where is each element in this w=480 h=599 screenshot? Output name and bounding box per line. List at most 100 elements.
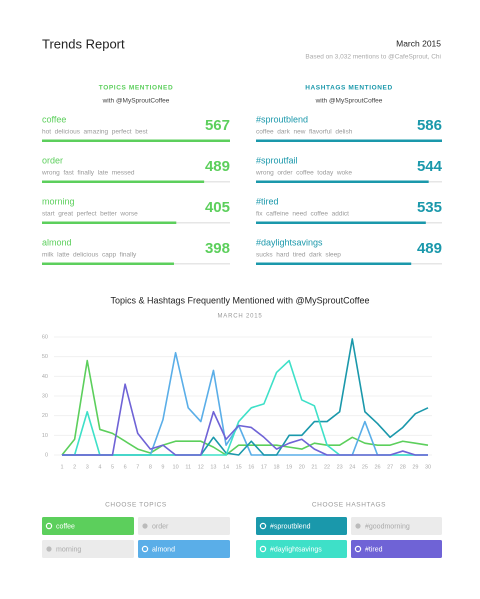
item-count: 398	[205, 240, 230, 257]
x-tick-label: 24	[349, 464, 355, 470]
picker-button[interactable]	[256, 540, 347, 558]
x-tick-label: 5	[111, 464, 114, 470]
y-tick-label: 0	[45, 452, 48, 458]
item-count: 535	[417, 199, 442, 216]
panel-title: TOPICS MENTIONED	[99, 85, 174, 92]
picker-dot[interactable]	[259, 522, 267, 530]
item-name: #sproutblend	[256, 114, 308, 124]
y-tick-label: 30	[42, 393, 48, 399]
x-tick-label: 18	[273, 464, 279, 470]
item-count: 405	[205, 199, 230, 216]
x-tick-label: 12	[198, 464, 204, 470]
item-name: #daylightsavings	[256, 237, 323, 247]
x-tick-label: 7	[136, 464, 139, 470]
item-count: 586	[417, 117, 442, 134]
picker-button[interactable]	[351, 517, 442, 535]
item-words: milk latte delicious capp finally	[42, 252, 137, 259]
x-tick-label: 10	[173, 464, 179, 470]
picker-dot[interactable]	[141, 545, 149, 553]
x-tick-label: 4	[98, 464, 101, 470]
x-tick-label: 19	[286, 464, 292, 470]
item-name: almond	[42, 237, 72, 247]
item-words: wrong fast finally late messed	[41, 170, 135, 177]
picker-label[interactable]: coffee	[56, 523, 75, 530]
chart-title: Topics & Hashtags Frequently Mentioned w…	[110, 295, 369, 305]
x-tick-label: 8	[149, 464, 152, 470]
bar	[256, 262, 412, 265]
y-tick-label: 50	[42, 354, 48, 360]
item-name: morning	[42, 196, 75, 206]
picker-dot[interactable]	[354, 545, 362, 553]
x-tick-label: 26	[374, 464, 380, 470]
bar	[256, 139, 442, 142]
picker-button[interactable]	[351, 540, 442, 558]
x-tick-label: 25	[362, 464, 368, 470]
picker-dot[interactable]	[259, 545, 267, 553]
picker-label[interactable]: order	[152, 523, 169, 530]
series-line	[62, 351, 428, 456]
picker-label[interactable]: #daylightsavings	[270, 546, 322, 553]
picker-label[interactable]: morning	[56, 546, 81, 553]
item-count: 489	[205, 158, 230, 175]
bar	[256, 221, 426, 224]
x-tick-label: 22	[324, 464, 330, 470]
item-words: start great perfect better worse	[42, 211, 138, 218]
x-tick-label: 14	[223, 464, 229, 470]
item-name: #sproutfail	[256, 155, 298, 165]
x-tick-label: 2	[73, 464, 76, 470]
item-words: sucks hard tired dark sleep	[256, 252, 341, 259]
x-tick-label: 21	[311, 464, 317, 470]
picker-button[interactable]	[138, 540, 230, 558]
bar	[42, 139, 230, 142]
item-name: coffee	[42, 114, 66, 124]
item-count: 489	[417, 240, 442, 257]
subtitle: Based on 3,032 mentions to @CafeSprout, …	[305, 54, 441, 61]
item-words: fix caffeine need coffee addict	[256, 211, 349, 218]
picker-dot[interactable]	[142, 523, 148, 529]
x-tick-label: 13	[210, 464, 216, 470]
picker-label[interactable]: #sproutblend	[270, 523, 311, 530]
series-line	[61, 359, 429, 456]
x-tick-label: 3	[86, 464, 89, 470]
item-words: coffee dark new flavorful delish	[256, 129, 353, 136]
panel-subtitle: with @MySproutCoffee	[102, 98, 170, 105]
title: Trends Report	[42, 36, 125, 51]
bar	[42, 262, 174, 265]
y-tick-label: 20	[42, 413, 48, 419]
bar	[256, 180, 429, 183]
x-tick-label: 15	[236, 464, 242, 470]
item-words: wrong order coffee today woke	[255, 170, 352, 177]
picker-label[interactable]: almond	[152, 546, 175, 553]
item-count: 544	[417, 158, 443, 175]
picker-button[interactable]	[42, 517, 134, 535]
x-tick-label: 16	[248, 464, 254, 470]
picker-dot[interactable]	[355, 523, 361, 529]
picker-title: CHOOSE TOPICS	[105, 502, 167, 509]
panel-subtitle: with @MySproutCoffee	[315, 98, 383, 105]
panel-title: HASHTAGS MENTIONED	[305, 85, 393, 92]
picker-button[interactable]	[138, 517, 230, 535]
item-words: hot delicious amazing perfect best	[42, 129, 148, 136]
x-tick-label: 1	[60, 464, 63, 470]
picker-button[interactable]	[42, 540, 134, 558]
chart-subtitle: MARCH 2015	[217, 314, 262, 320]
picker-dot[interactable]	[45, 522, 53, 530]
x-tick-label: 6	[124, 464, 127, 470]
x-tick-label: 20	[299, 464, 305, 470]
picker-label[interactable]: #goodmorning	[365, 523, 410, 530]
bar	[42, 180, 205, 183]
x-tick-label: 9	[161, 464, 164, 470]
picker-title: CHOOSE HASHTAGS	[312, 502, 386, 509]
item-name: #tired	[256, 196, 279, 206]
picker-label[interactable]: #tired	[365, 546, 383, 553]
picker-dot[interactable]	[46, 546, 52, 552]
picker-button[interactable]	[256, 517, 347, 535]
bar	[42, 221, 177, 224]
x-tick-label: 28	[400, 464, 406, 470]
x-tick-label: 27	[387, 464, 393, 470]
x-tick-label: 17	[261, 464, 267, 470]
x-tick-label: 11	[185, 464, 191, 470]
y-tick-label: 10	[42, 433, 48, 439]
x-tick-label: 30	[425, 464, 431, 470]
